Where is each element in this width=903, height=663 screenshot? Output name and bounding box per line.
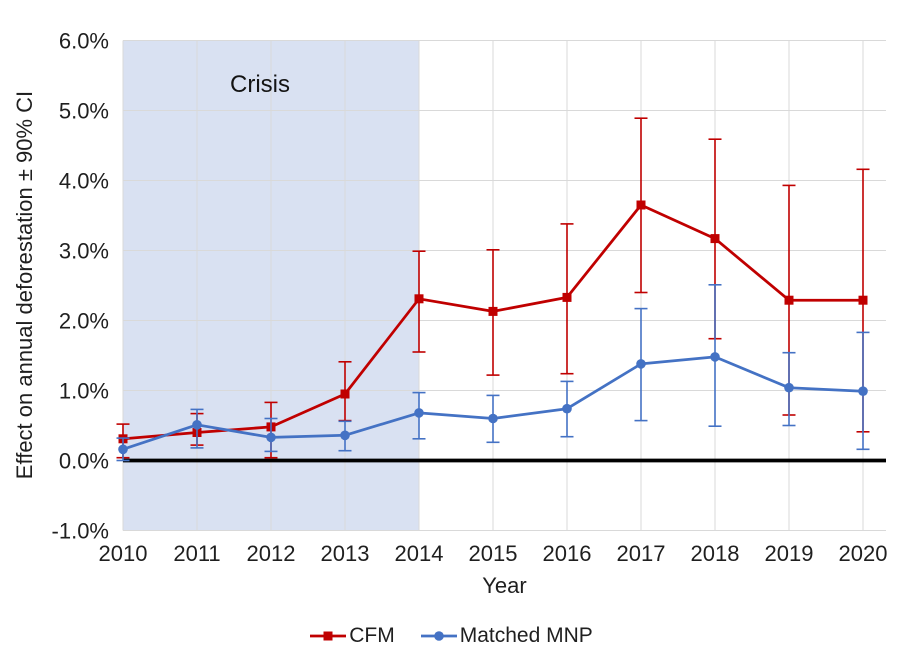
marker-circle-matched-mnp [784,382,794,393]
y-tick-label: 3.0% [59,239,109,264]
y-axis-title: Effect on annual deforestation ± 90% CI [12,90,37,480]
legend-label-cfm: CFM [349,624,395,647]
marker-circle-matched-mnp [266,432,276,443]
x-axis-title: Year [482,573,527,598]
marker-circle-matched-mnp [710,352,720,362]
x-tick-label: 2016 [543,541,592,566]
x-tick-label: 2017 [617,541,666,566]
y-tick-label: -1.0% [52,519,109,544]
x-tick-label: 2010 [99,541,148,566]
marker-circle-matched-mnp [562,403,572,414]
marker-square-cfm [414,294,424,304]
legend-swatch-shape [433,631,444,641]
marker-circle-matched-mnp [118,444,128,455]
x-tick-label: 2019 [765,541,814,566]
x-tick-label: 2014 [395,541,444,566]
marker-circle-matched-mnp [414,408,424,418]
y-tick-label: 0.0% [59,449,109,474]
legend: CFM Matched MNP [0,624,903,648]
marker-square-cfm [340,389,350,399]
x-tick-label: 2013 [321,541,370,566]
legend-swatch-shape [323,631,333,641]
legend-label-matched-mnp: Matched MNP [459,624,593,647]
crisis-annotation: Crisis [230,71,290,98]
x-tick-label: 2018 [691,541,740,566]
marker-square-cfm [636,200,646,210]
marker-circle-matched-mnp [488,413,498,424]
x-tick-label: 2020 [839,541,888,566]
y-tick-label: 6.0% [59,29,109,54]
legend-item-cfm: CFM [310,624,395,648]
marker-circle-matched-mnp [858,386,868,397]
y-tick-label: 5.0% [59,99,109,124]
legend-item-matched-mnp: Matched MNP [420,624,593,648]
y-tick-label: 4.0% [59,169,109,194]
marker-square-cfm [784,295,794,305]
marker-square-cfm [488,306,498,316]
cfm-line-square-icon [310,631,347,641]
x-tick-label: 2015 [469,541,518,566]
marker-circle-matched-mnp [192,420,202,430]
x-tick-label: 2011 [173,541,220,566]
y-tick-label: 2.0% [59,309,109,334]
marker-square-cfm [562,292,572,302]
marker-circle-matched-mnp [636,359,646,369]
marker-square-cfm [710,234,720,244]
x-tick-label: 2012 [247,541,296,566]
marker-square-cfm [858,295,868,305]
matched-mnp-line-circle-icon [420,631,457,641]
y-tick-label: 1.0% [59,379,109,404]
marker-circle-matched-mnp [340,430,350,441]
